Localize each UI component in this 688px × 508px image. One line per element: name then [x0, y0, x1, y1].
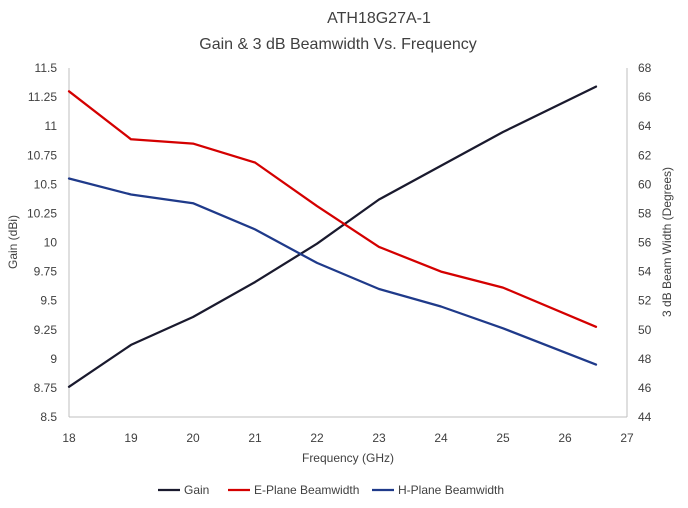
right-y-tick-label: 48 [638, 352, 652, 366]
left-y-tick-label: 11.25 [28, 90, 57, 104]
series-lines [67, 85, 598, 388]
gain-legend-label: Gain [184, 483, 209, 497]
right-y-tick-label: 56 [638, 236, 652, 250]
x-tick-label: 23 [372, 431, 386, 445]
h-plane-beamwidth-series-line [67, 177, 598, 366]
right-y-tick-label: 68 [638, 61, 652, 75]
x-tick-labels: 18 19 20 21 22 23 24 25 26 27 [62, 431, 634, 445]
right-y-tick-labels: 68 66 64 62 60 58 56 54 52 50 48 46 44 [638, 61, 652, 424]
legend: Gain E-Plane Beamwidth H-Plane Beamwidth [158, 483, 504, 497]
right-y-tick-label: 60 [638, 177, 652, 191]
x-tick-label: 26 [558, 431, 572, 445]
left-y-tick-label: 11 [45, 119, 58, 133]
x-tick-label: 27 [620, 431, 634, 445]
x-tick-label: 24 [434, 431, 448, 445]
e-plane-beamwidth-series-line [67, 90, 598, 328]
x-tick-label: 25 [496, 431, 510, 445]
chart-subtitle: Gain & 3 dB Beamwidth Vs. Frequency [199, 36, 476, 53]
e-plane-beamwidth-legend-label: E-Plane Beamwidth [254, 483, 359, 497]
right-y-tick-label: 46 [638, 381, 652, 395]
h-plane-beamwidth-legend-label: H-Plane Beamwidth [398, 483, 504, 497]
right-y-tick-label: 54 [638, 265, 652, 279]
left-y-tick-label: 9.5 [40, 294, 57, 308]
x-tick-label: 21 [248, 431, 262, 445]
left-y-tick-label: 9.25 [34, 323, 58, 337]
left-y-tick-label: 10.75 [27, 148, 57, 162]
left-y-tick-label: 10 [44, 236, 58, 250]
right-y-axis-title: 3 dB Beam Width (Degrees) [660, 167, 674, 317]
left-y-tick-label: 10.25 [27, 206, 57, 220]
x-tick-label: 20 [186, 431, 200, 445]
x-tick-label: 19 [124, 431, 138, 445]
left-y-tick-label: 8.75 [34, 381, 58, 395]
left-y-tick-label: 9 [50, 352, 57, 366]
right-y-tick-label: 58 [638, 206, 652, 220]
x-tick-label: 18 [62, 431, 76, 445]
right-y-tick-label: 44 [638, 410, 652, 424]
right-y-tick-label: 66 [638, 90, 652, 104]
left-y-tick-label: 10.5 [34, 177, 58, 191]
left-y-tick-label: 9.75 [34, 265, 58, 279]
chart-title: ATH18G27A-1 [327, 10, 431, 27]
x-axis-title: Frequency (GHz) [302, 451, 394, 465]
left-y-tick-labels: 11.5 11.25 11 10.75 10.5 10.25 10 9.75 9.5 9.25 9 8… [27, 61, 57, 424]
plot-area [68, 68, 628, 418]
right-y-tick-label: 52 [638, 294, 652, 308]
right-y-tick-label: 64 [638, 119, 652, 133]
left-y-tick-label: 8.5 [40, 410, 57, 424]
right-y-tick-label: 62 [638, 148, 652, 162]
gain-series-line [67, 85, 598, 388]
left-y-axis-title: Gain (dBi) [6, 215, 20, 269]
x-tick-label: 22 [310, 431, 324, 445]
right-y-tick-label: 50 [638, 323, 652, 337]
left-y-tick-label: 11.5 [35, 61, 58, 75]
